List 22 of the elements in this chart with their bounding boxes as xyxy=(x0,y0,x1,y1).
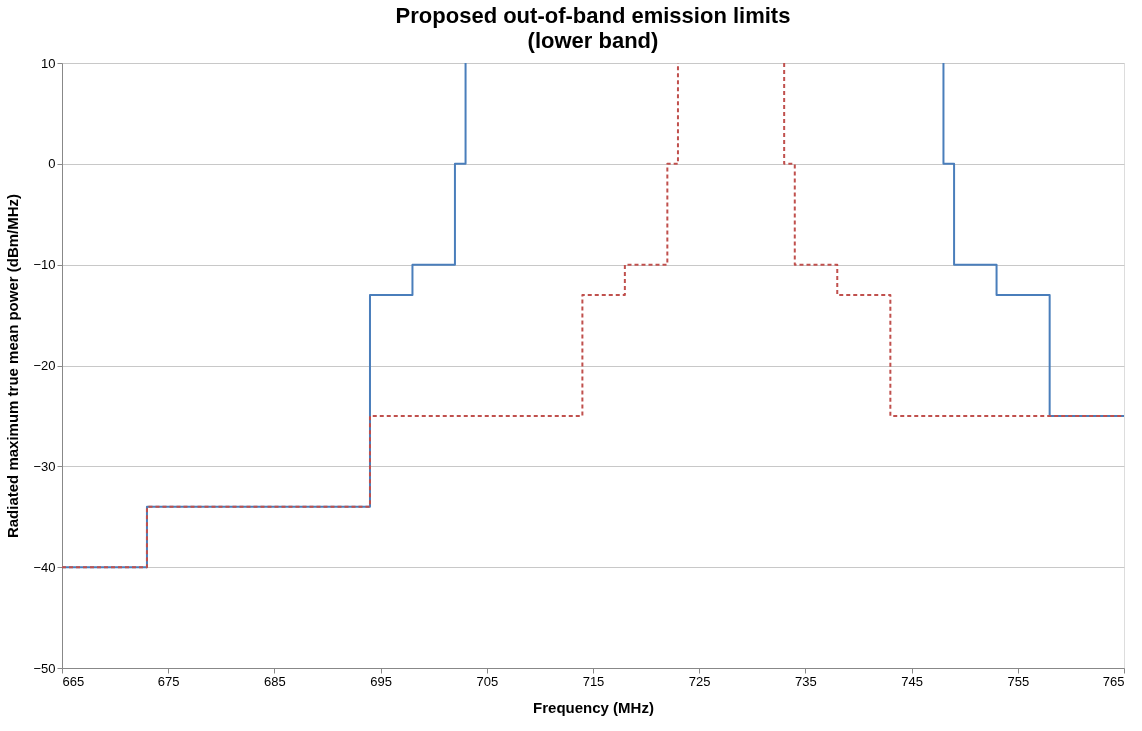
y-tick-label: −30 xyxy=(33,458,56,474)
y-tick-label: −10 xyxy=(33,257,56,273)
y-tick-label: −50 xyxy=(33,660,56,676)
x-tick-label: 755 xyxy=(1007,673,1030,689)
y-axis-title: Radiated maximum true mean power (dBm/MHz) xyxy=(4,193,22,539)
chart-subtitle: (lower band) xyxy=(527,28,659,53)
x-tick-label: 675 xyxy=(157,673,180,689)
x-tick-label: 735 xyxy=(795,673,817,689)
x-tick-label: 705 xyxy=(476,673,499,689)
x-tick-label: 665 xyxy=(62,673,85,689)
x-tick-label: 745 xyxy=(901,673,923,689)
y-tick-label: −20 xyxy=(33,358,56,373)
y-tick-label: −40 xyxy=(33,559,56,575)
x-axis-title: Frequency (MHz) xyxy=(533,698,654,716)
y-tick-label: 10 xyxy=(41,55,56,71)
x-tick-label: 765 xyxy=(1102,673,1125,689)
x-tick-label: 715 xyxy=(582,673,605,689)
chart-title: Proposed out-of-band emission limits xyxy=(395,3,791,28)
x-tick-label: 725 xyxy=(688,673,711,689)
x-tick-label: 685 xyxy=(264,673,286,689)
x-tick-label: 695 xyxy=(370,673,392,689)
y-tick-label: 0 xyxy=(48,156,56,172)
